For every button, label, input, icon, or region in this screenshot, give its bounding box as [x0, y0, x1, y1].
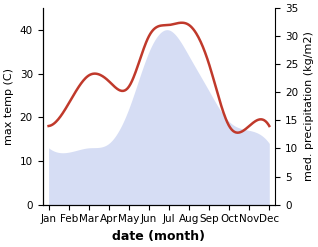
Y-axis label: med. precipitation (kg/m2): med. precipitation (kg/m2) [304, 31, 314, 181]
Y-axis label: max temp (C): max temp (C) [4, 68, 14, 145]
X-axis label: date (month): date (month) [113, 230, 205, 243]
